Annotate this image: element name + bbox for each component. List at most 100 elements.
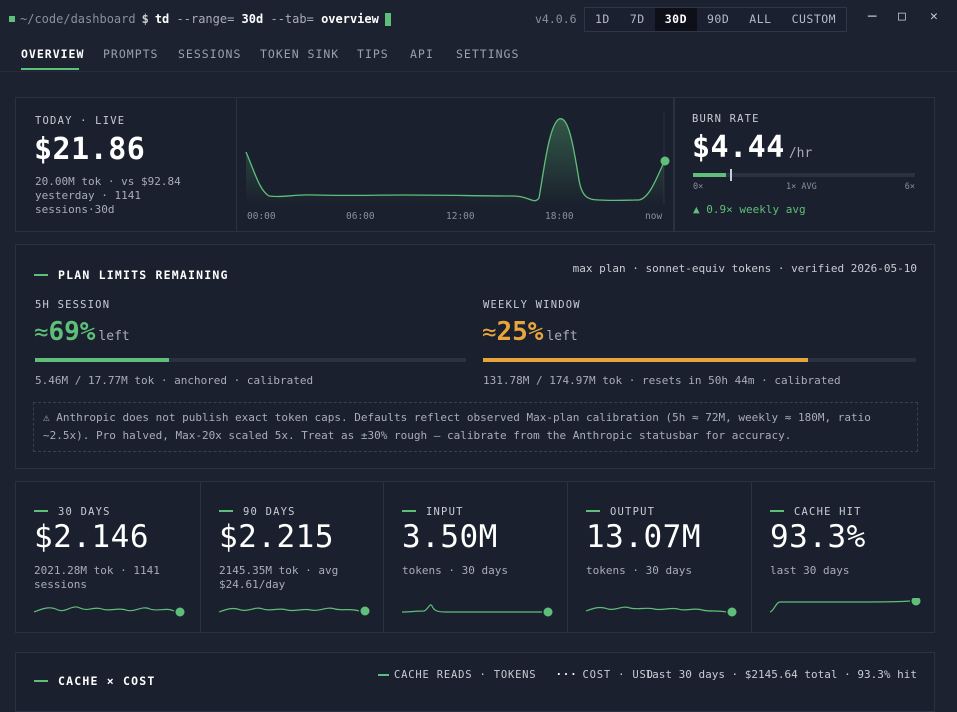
tab-settings[interactable]: SETTINGS [456, 47, 520, 61]
today-detail-2: yesterday · 1141 [35, 189, 141, 202]
section-dash-icon [34, 509, 48, 512]
tab-sessions[interactable]: SESSIONS [178, 47, 242, 61]
burn-scale-max: 6× [904, 182, 915, 192]
tab-api[interactable]: API [410, 47, 434, 61]
legend-dotted-icon: ··· [555, 669, 578, 681]
today-tick-label: 18:00 [545, 211, 574, 222]
legend-cache-reads: CACHE READS · TOKENS [394, 669, 537, 681]
range-30d-button[interactable]: 30D [654, 8, 697, 31]
burn-rate-label: BURN RATE [692, 113, 760, 125]
title-bar: ~/code/dashboard $ td --range= 30d --tab… [0, 0, 957, 38]
burn-rate-weekly-comparison: ▲ 0.9× weekly avg [693, 203, 806, 216]
stat-value: $2.215 [219, 519, 334, 555]
range-selector: 1D 7D 30D 90D ALL CUSTOM [584, 7, 848, 32]
stat-label: CACHE HIT [794, 506, 862, 518]
close-icon[interactable]: ✕ [930, 9, 938, 24]
stat-value: 13.07M [586, 519, 701, 555]
stat-sparkline [769, 598, 921, 613]
today-divider [236, 98, 237, 231]
today-tick-label: 00:00 [247, 211, 276, 222]
cache-cost-title: CACHE × COST [58, 674, 156, 688]
session-percent: 69% [48, 317, 96, 347]
weekly-progress-bar [483, 358, 916, 362]
stat-sparkline [33, 606, 185, 617]
stat-subtext: tokens · 30 days [586, 564, 692, 577]
section-dash-icon [586, 509, 600, 512]
minimize-icon[interactable]: ─ [868, 9, 877, 25]
today-value: $21.86 [34, 132, 146, 167]
stat-value: $2.146 [34, 519, 149, 555]
tab-prompts[interactable]: PROMPTS [103, 47, 159, 61]
stat-card-output: OUTPUT 13.07M tokens · 30 days [567, 482, 751, 632]
today-tick-label: 06:00 [346, 211, 375, 222]
burn-rate-avg-marker [730, 169, 732, 181]
stats-row: 30 DAYS $2.146 2021.28M tok · 1141 sessions… [15, 481, 935, 633]
version-label: v4.0.6 [535, 12, 577, 26]
stat-subtext-2: $24.61/day [219, 578, 286, 591]
stat-card-30-days: 30 DAYS $2.146 2021.28M tok · 1141 sessions [16, 482, 200, 632]
tab-token-sink[interactable]: TOKEN SINK [260, 47, 340, 61]
today-detail-1: 20.00M tok · vs $92.84 [35, 175, 181, 188]
weekly-left-label: left [546, 329, 578, 344]
weekly-approx-icon: ≈ [482, 318, 497, 346]
stat-sparkline [401, 604, 553, 617]
cache-cost-summary: last 30 days · $2145.64 total · 93.3% hi… [645, 668, 917, 681]
range-7d-button[interactable]: 7D [629, 12, 645, 26]
range-all-button[interactable]: ALL [749, 12, 772, 26]
warning-text-line2: ~2.5x). Pro halved, Max-20x scaled 5x. T… [43, 429, 792, 442]
today-sparkline [245, 112, 670, 205]
command-name: td [154, 12, 170, 26]
plan-limits-panel: PLAN LIMITS REMAINING max plan · sonnet-… [15, 244, 935, 469]
stat-subtext: 2145.35M tok · avg [219, 564, 339, 577]
cursor-block-icon [384, 12, 391, 26]
tab-tips[interactable]: TIPS [357, 47, 389, 61]
weekly-label: WEEKLY WINDOW [483, 299, 581, 311]
section-dash-icon [34, 679, 48, 682]
weekly-detail: 131.78M / 174.97M tok · resets in 50h 44… [483, 374, 841, 387]
stat-subtext: 2021.28M tok · 1141 [34, 564, 160, 577]
maximize-icon[interactable]: □ [898, 9, 906, 24]
section-dash-icon [219, 509, 233, 512]
stat-label: OUTPUT [610, 506, 656, 518]
tab-overview[interactable]: OVERVIEW [21, 47, 85, 61]
cache-cost-legend: CACHE READS · TOKENS ··· COST · USD [378, 669, 654, 681]
range-flag: --range= [176, 12, 235, 26]
prompt-dollar: $ [141, 12, 149, 26]
stat-subtext: last 30 days [770, 564, 850, 577]
stat-card-90-days: 90 DAYS $2.215 2145.35M tok · avg $24.61/da… [200, 482, 384, 632]
burn-scale-min: 0× [693, 182, 704, 192]
stat-subtext: tokens · 30 days [402, 564, 508, 577]
calibration-warning: ⚠ Anthropic does not publish exact token… [33, 402, 918, 452]
stat-label: INPUT [426, 506, 464, 518]
weekly-progress-fill [483, 358, 808, 362]
burn-rate-value: $4.44 [692, 130, 785, 165]
warning-icon: ⚠ [43, 411, 50, 424]
session-progress-fill [35, 358, 169, 362]
burn-rate-panel: BURN RATE $4.44/hr 0× 1× AVG 6× ▲ 0.9× w… [674, 97, 935, 232]
stat-subtext-2: sessions [34, 578, 87, 591]
prompt-square-icon [9, 16, 15, 22]
stat-label: 30 DAYS [58, 506, 111, 518]
plan-limits-title: PLAN LIMITS REMAINING [58, 268, 229, 282]
range-90d-button[interactable]: 90D [707, 12, 730, 26]
warning-text-line1: Anthropic does not publish exact token c… [56, 411, 871, 424]
active-tab-underline [21, 68, 79, 70]
range-1d-button[interactable]: 1D [595, 12, 610, 26]
session-detail: 5.46M / 17.77M tok · anchored · calibrat… [35, 374, 314, 387]
session-label: 5H SESSION [35, 299, 111, 311]
section-dash-icon [34, 273, 48, 276]
plan-limits-meta: max plan · sonnet-equiv tokens · verifie… [572, 262, 917, 275]
range-custom-button[interactable]: CUSTOM [791, 12, 837, 26]
stat-sparkline [218, 606, 370, 616]
today-tick-label: 12:00 [446, 211, 475, 222]
burn-rate-gauge [693, 169, 915, 181]
section-dash-icon [402, 509, 416, 512]
tab-flag: --tab= [270, 12, 314, 26]
tab-bar: OVERVIEW PROMPTS SESSIONS TOKEN SINK TIPS API… [0, 38, 957, 72]
today-tick-label: now [645, 211, 663, 222]
cache-cost-panel: CACHE × COST CACHE READS · TOKENS ··· COS… [15, 652, 935, 712]
session-left-label: left [98, 329, 130, 344]
stat-value: 3.50M [402, 519, 498, 555]
session-progress-bar [35, 358, 466, 362]
legend-line-icon [378, 674, 389, 676]
